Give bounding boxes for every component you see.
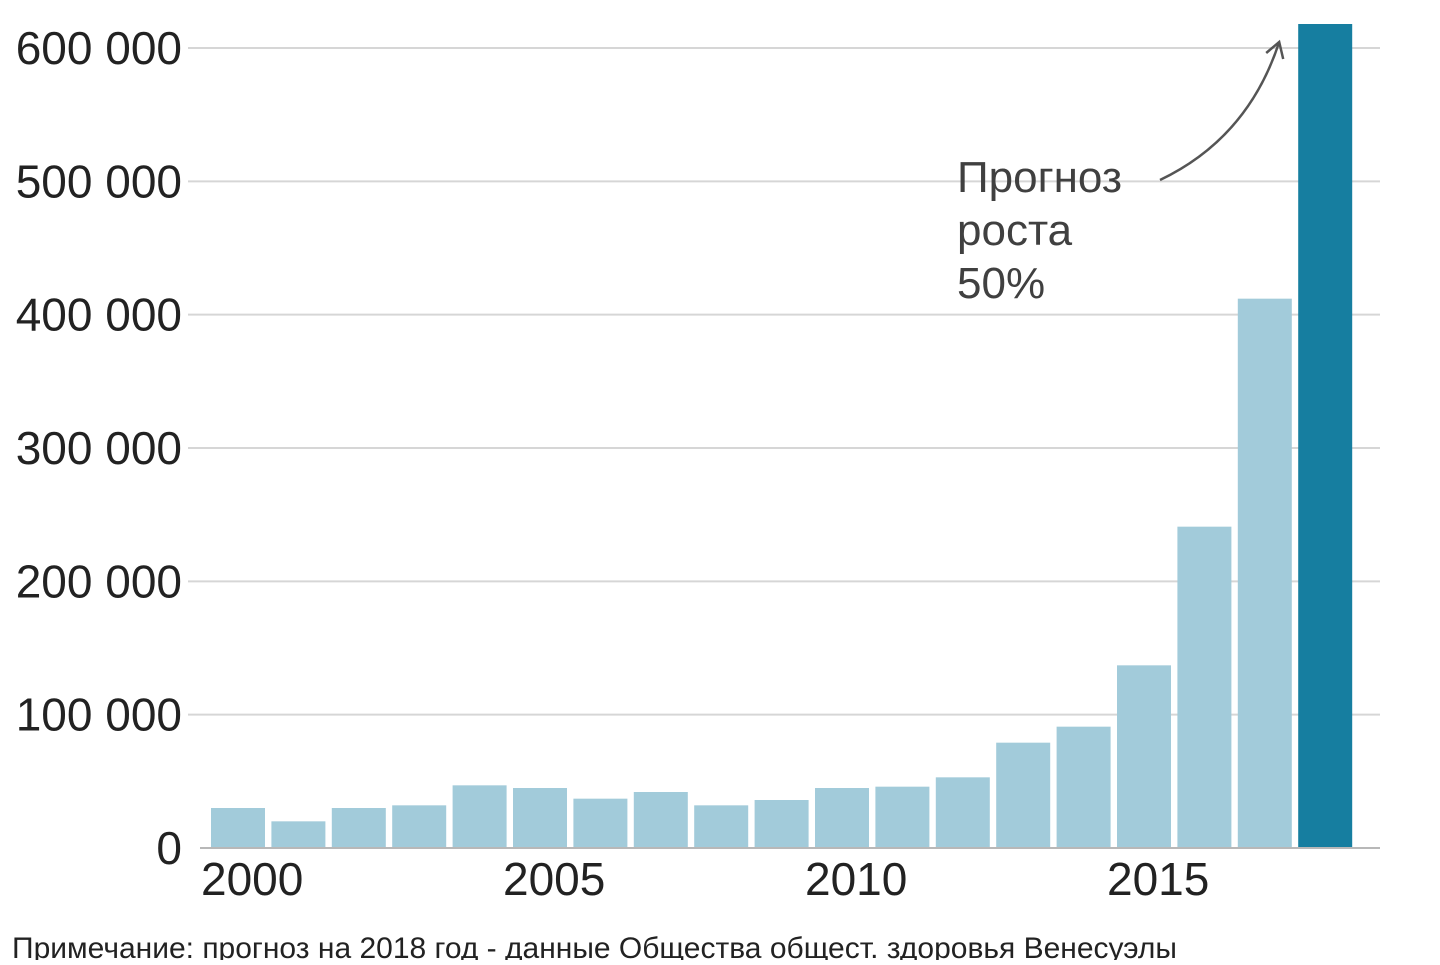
- bar: [573, 798, 628, 848]
- bar: [875, 786, 930, 848]
- footnote: Примечание: прогноз на 2018 год - данные…: [12, 932, 1177, 960]
- y-axis-ticks: 0 100 000 200 000 300 000 400 000 500 000 600 …: [16, 22, 182, 874]
- y-tick-label: 400 000: [16, 289, 182, 341]
- bar-forecast: [1298, 24, 1353, 848]
- y-tick-label: 100 000: [16, 689, 182, 741]
- bar: [815, 788, 869, 848]
- bar: [1117, 665, 1171, 848]
- bar: [633, 792, 688, 848]
- annotation-line-2: роста: [957, 206, 1073, 255]
- x-tick-label: 2015: [1107, 853, 1209, 905]
- bar: [211, 808, 265, 848]
- annotation-arrow: [1159, 41, 1281, 182]
- y-tick-label: 300 000: [16, 422, 182, 474]
- y-tick-label: 0: [156, 822, 182, 874]
- bar: [1177, 526, 1232, 848]
- y-tick-label: 600 000: [16, 22, 182, 74]
- annotation-line-3: 50%: [957, 259, 1045, 308]
- bar: [452, 785, 507, 848]
- bar: [1237, 298, 1292, 849]
- bar: [392, 805, 447, 848]
- bar: [1056, 726, 1111, 848]
- bar: [271, 821, 326, 848]
- y-tick-label: 200 000: [16, 555, 182, 607]
- x-tick-label: 2005: [503, 853, 605, 905]
- bar: [694, 805, 749, 848]
- forecast-annotation: Прогноз роста 50%: [957, 39, 1285, 308]
- bar: [935, 777, 990, 848]
- bar: [996, 742, 1051, 848]
- y-tick-label: 500 000: [16, 155, 182, 207]
- annotation-arrowhead: [1265, 39, 1285, 60]
- x-axis-ticks: 2000 2005 2010 2015: [201, 853, 1209, 905]
- x-tick-label: 2000: [201, 853, 303, 905]
- annotation-line-1: Прогноз: [957, 153, 1122, 202]
- bar: [331, 808, 386, 848]
- bar: [513, 788, 567, 848]
- bar: [754, 800, 809, 848]
- bars: [211, 24, 1353, 849]
- x-tick-label: 2010: [805, 853, 907, 905]
